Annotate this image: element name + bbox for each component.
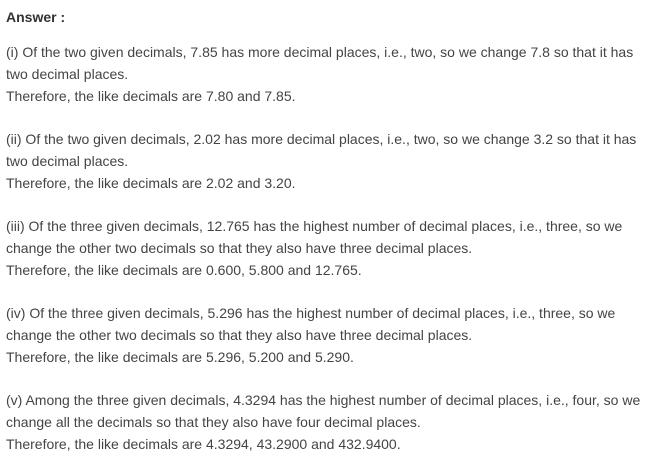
answer-part-iv: (iv) Of the three given decimals, 5.296 …	[6, 302, 654, 368]
answer-line: change the other two decimals so that th…	[6, 327, 473, 343]
answer-part-ii: (ii) Of the two given decimals, 2.02 has…	[6, 128, 654, 194]
answer-line: (iii) Of the three given decimals, 12.76…	[6, 218, 623, 234]
answer-line: two decimal places.	[6, 66, 129, 82]
answer-line: two decimal places.	[6, 153, 129, 169]
answer-conclusion: Therefore, the like decimals are 5.296, …	[6, 349, 354, 365]
answer-part-i: (i) Of the two given decimals, 7.85 has …	[6, 41, 654, 107]
answer-conclusion: Therefore, the like decimals are 0.600, …	[6, 262, 362, 278]
answer-conclusion: Therefore, the like decimals are 4.3294,…	[6, 436, 401, 452]
answer-conclusion: Therefore, the like decimals are 2.02 an…	[6, 175, 296, 191]
answer-part-v: (v) Among the three given decimals, 4.32…	[6, 389, 654, 455]
answer-line: (v) Among the three given decimals, 4.32…	[6, 392, 641, 408]
answer-line: (ii) Of the two given decimals, 2.02 has…	[6, 131, 637, 147]
answer-line: change the other two decimals so that th…	[6, 240, 473, 256]
answer-part-iii: (iii) Of the three given decimals, 12.76…	[6, 215, 654, 281]
answer-line: change all the decimals so that they als…	[6, 414, 421, 430]
answer-line: (i) Of the two given decimals, 7.85 has …	[6, 44, 634, 60]
answer-line: (iv) Of the three given decimals, 5.296 …	[6, 305, 616, 321]
answer-heading: Answer :	[6, 9, 66, 25]
answer-conclusion: Therefore, the like decimals are 7.80 an…	[6, 88, 296, 104]
